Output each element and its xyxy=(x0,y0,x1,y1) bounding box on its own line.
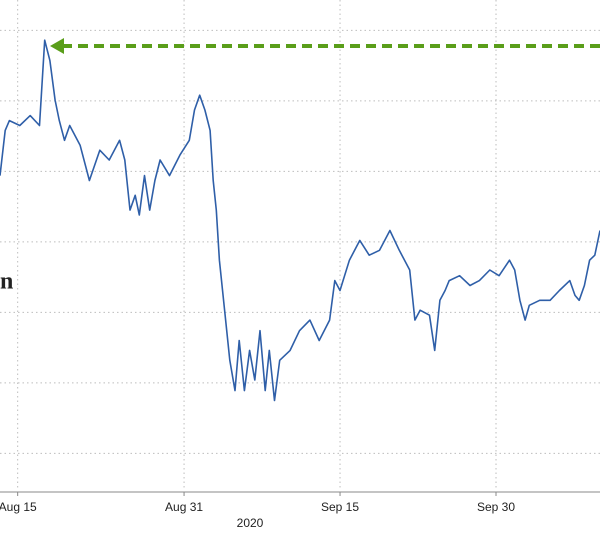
x-tick-label: Aug 31 xyxy=(165,500,203,514)
x-tick-label: Aug 15 xyxy=(0,500,37,514)
x-tick-label: Sep 15 xyxy=(321,500,359,514)
arrow-head xyxy=(50,38,64,54)
annotation: n xyxy=(0,269,13,295)
x-tick-label: Sep 30 xyxy=(477,500,515,514)
axis-caption: 2020 xyxy=(237,516,264,530)
line xyxy=(0,39,600,402)
